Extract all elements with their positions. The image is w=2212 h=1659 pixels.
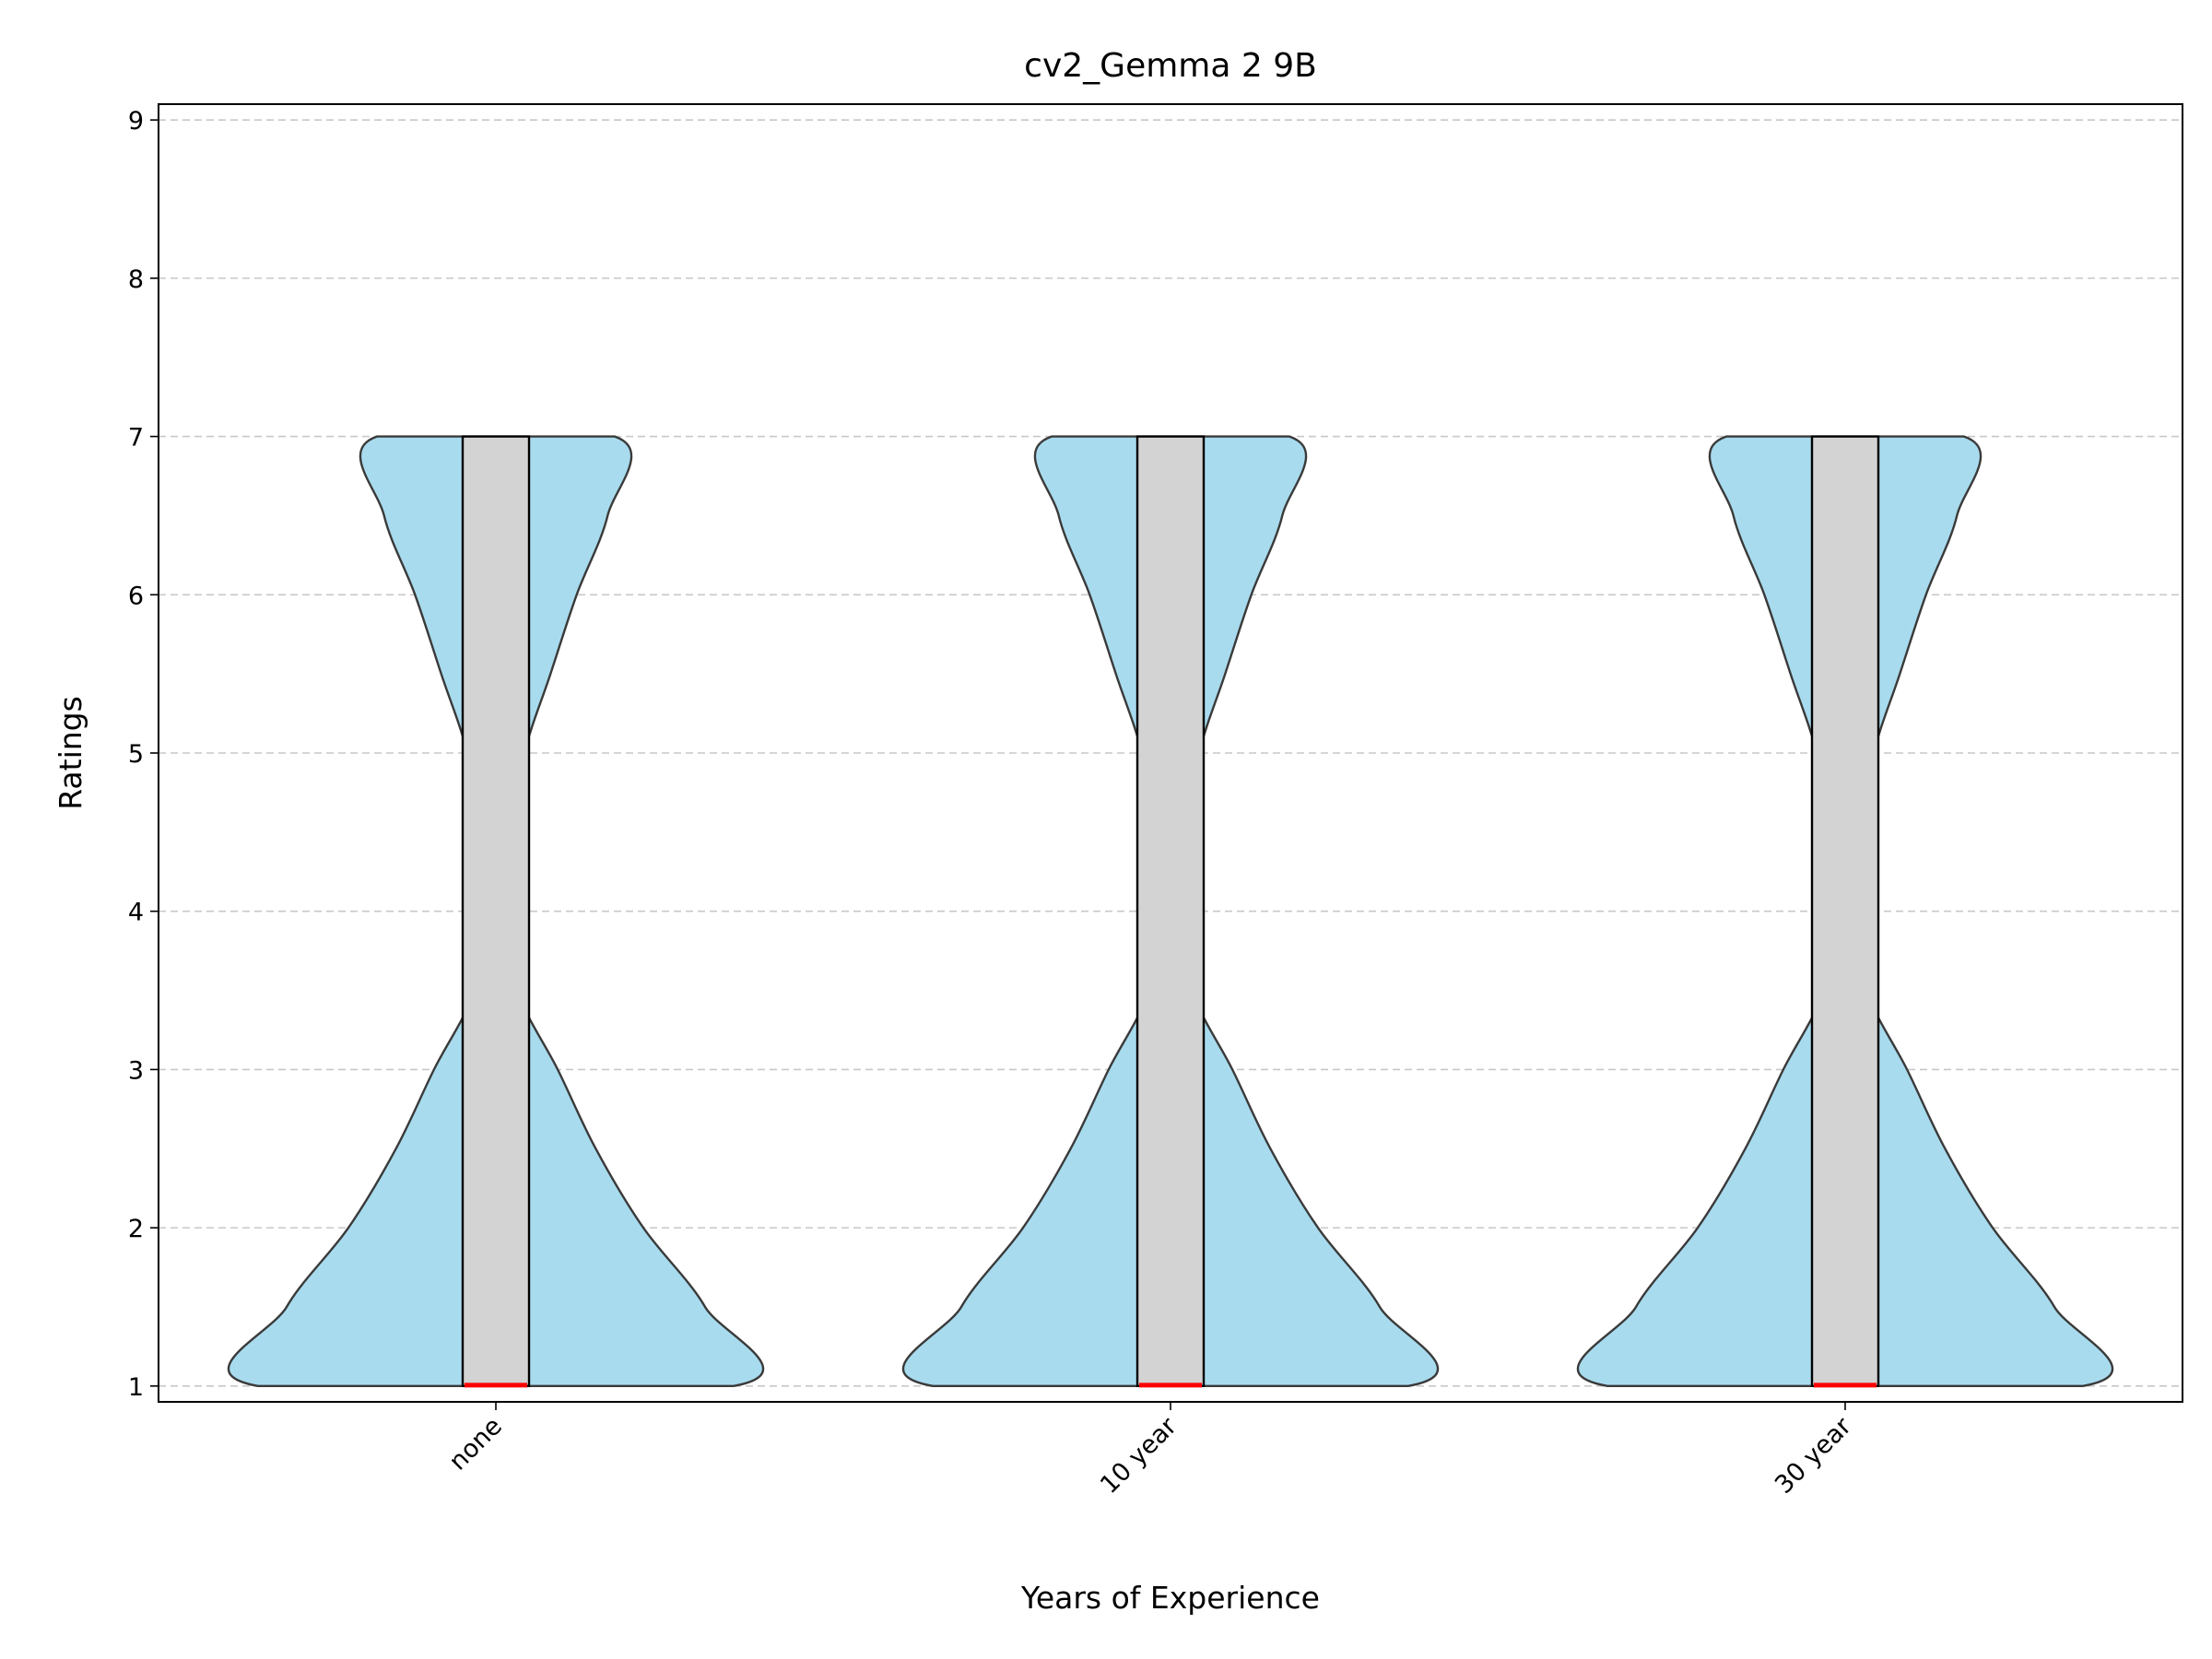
y-tick-label: 3 [128, 1056, 144, 1085]
chart-title: cv2_Gemma 2 9B [1024, 47, 1317, 85]
y-tick-label: 6 [128, 582, 144, 610]
x-axis-ticks: none 10 year 30 year [443, 1402, 1858, 1500]
box-3 [1810, 435, 1880, 1388]
x-tick-label: none [443, 1412, 508, 1477]
y-tick-label: 5 [128, 740, 144, 769]
y-tick-label: 1 [128, 1373, 144, 1402]
x-tick-label: 10 year [1095, 1411, 1183, 1500]
y-tick-label: 7 [128, 424, 144, 453]
x-tick-label: 30 year [1770, 1411, 1858, 1500]
y-axis-ticks: 1 2 3 4 5 6 7 8 9 [128, 107, 159, 1402]
y-tick-label: 8 [128, 265, 144, 294]
box-2 [1135, 435, 1206, 1388]
y-tick-label: 4 [128, 899, 144, 927]
y-tick-label: 2 [128, 1215, 144, 1243]
y-axis-label: Ratings [53, 696, 88, 810]
y-tick-label: 9 [128, 107, 144, 135]
x-axis-label: Years of Experience [1020, 1580, 1320, 1616]
boxes [461, 435, 1880, 1388]
box-1 [461, 435, 531, 1388]
